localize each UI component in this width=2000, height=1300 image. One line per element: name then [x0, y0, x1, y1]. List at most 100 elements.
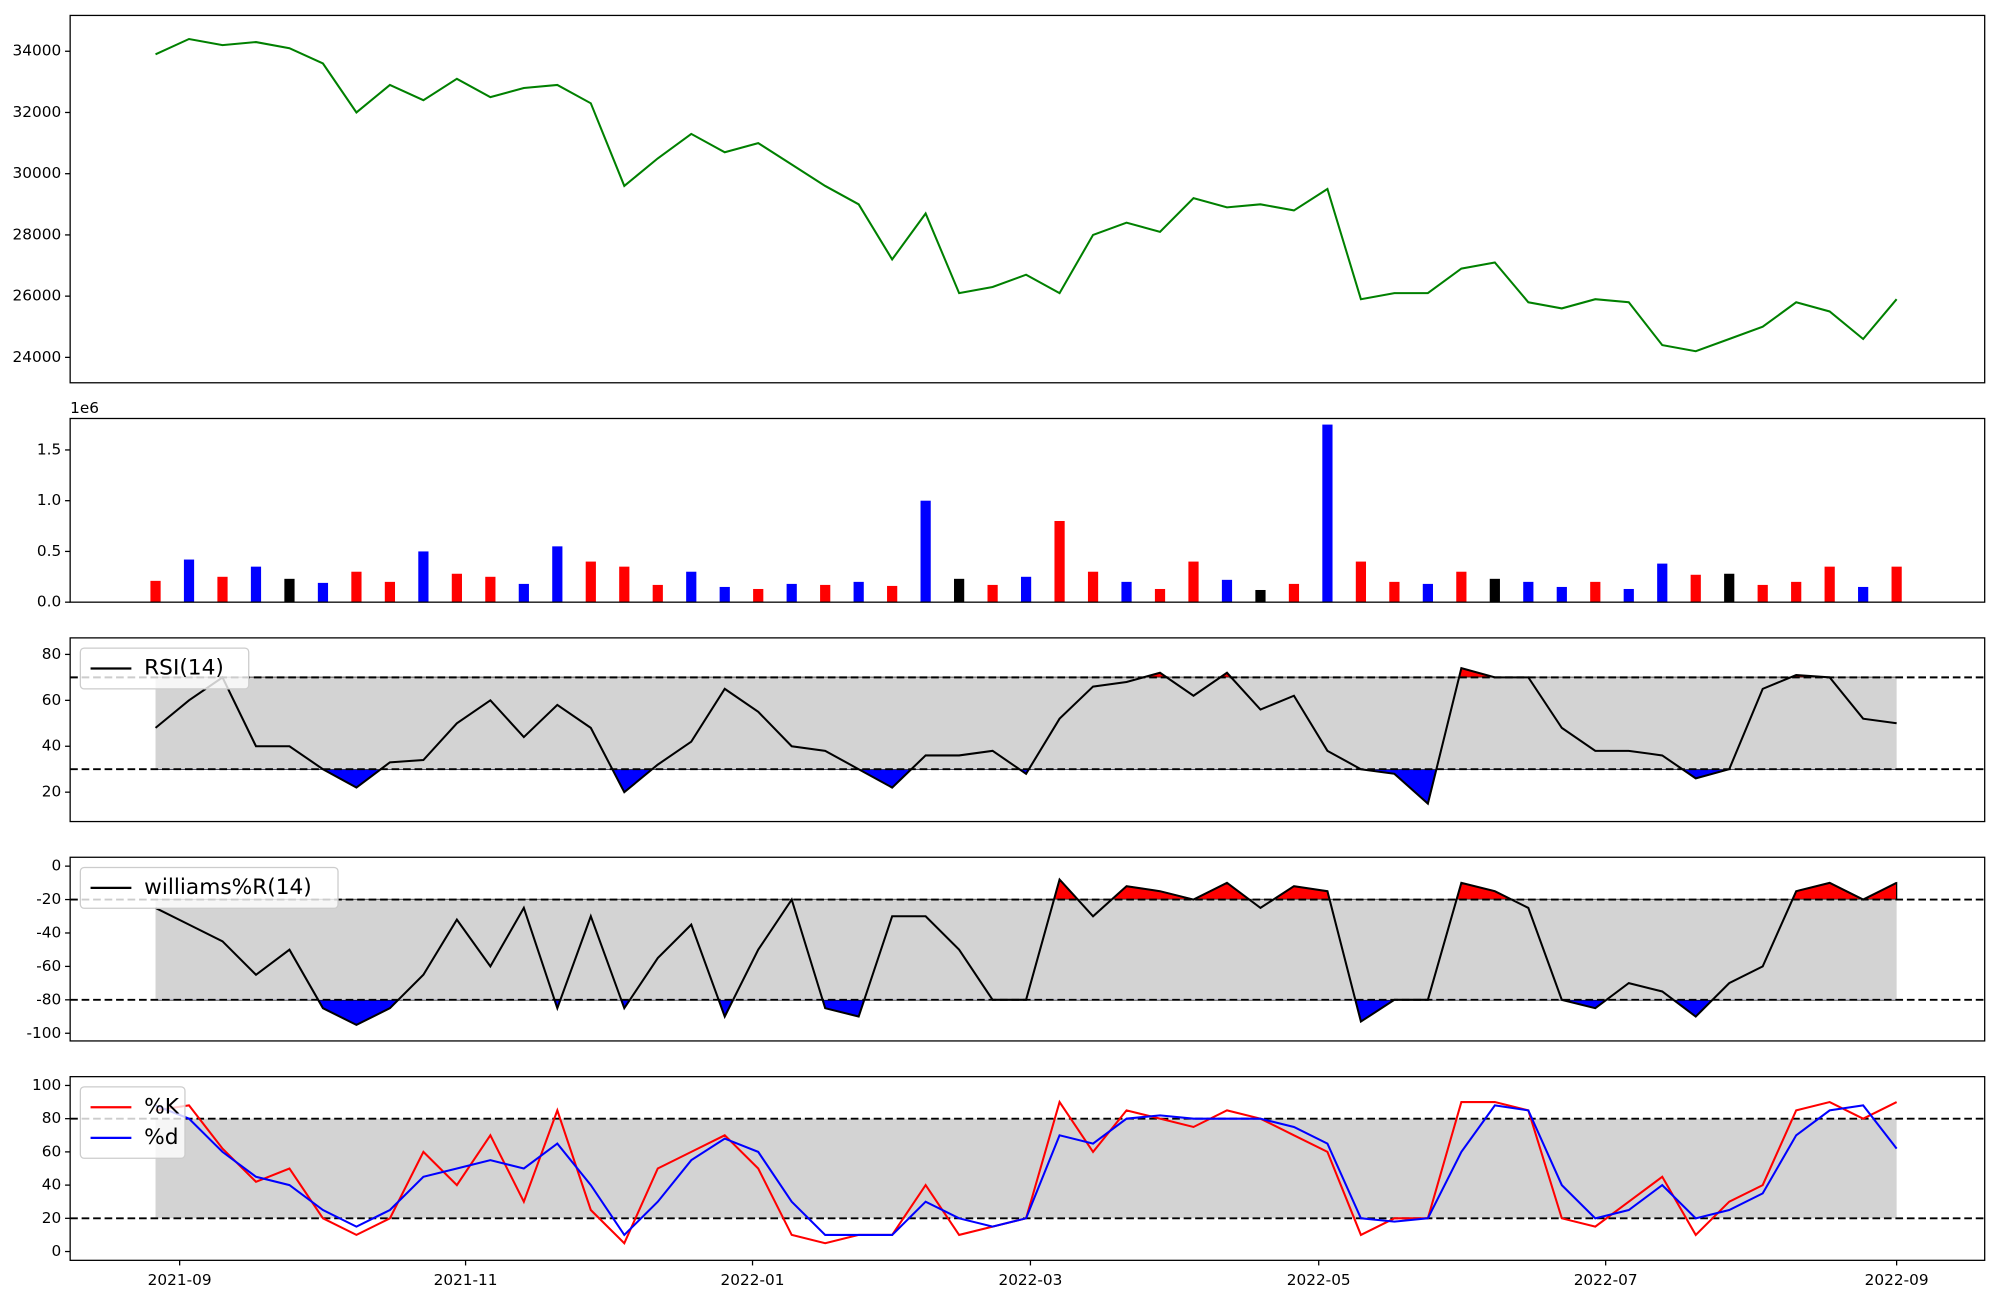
bar — [1355, 561, 1367, 603]
bar — [485, 576, 496, 603]
bar — [1858, 586, 1869, 603]
line — [155, 1104, 1898, 1237]
bar — [1288, 583, 1300, 603]
x-tick-label: 2022-09 — [1865, 1271, 1929, 1289]
bar — [384, 581, 396, 603]
legend-label: williams%R(14) — [144, 875, 312, 900]
bar — [652, 584, 663, 603]
y-tick-label: 0 — [51, 1242, 61, 1260]
y-tick-label: -60 — [36, 957, 61, 975]
line — [155, 877, 1898, 1027]
y-tick-label: 24000 — [13, 348, 62, 366]
bar — [987, 584, 998, 603]
bar — [1422, 583, 1433, 603]
line — [154, 666, 1897, 806]
bar — [1690, 574, 1701, 603]
bar — [1054, 520, 1065, 603]
y-tick-label: 1.0 — [37, 491, 61, 509]
y-tick-label: 0 — [51, 857, 61, 875]
offset-label: 1e6 — [70, 399, 99, 417]
panel: 0 20 40 60 80 100 2021-09 2021-11 2022-01 2022-03… — [32, 1076, 1986, 1289]
plot-frame — [69, 14, 1986, 384]
y-tick-label: 28000 — [13, 225, 62, 243]
bar — [1020, 576, 1032, 603]
bar — [451, 573, 462, 603]
band — [155, 677, 1897, 770]
bar — [1389, 581, 1400, 603]
band — [155, 899, 1897, 1000]
bar — [585, 561, 596, 603]
bar — [1221, 579, 1233, 603]
bar — [1556, 586, 1567, 603]
bar — [317, 582, 329, 603]
legend-label: %d — [144, 1125, 178, 1150]
x-tick-label: 2022-07 — [1574, 1271, 1638, 1289]
bar — [1322, 424, 1333, 603]
y-tick-label: -40 — [36, 923, 61, 941]
bar — [183, 559, 195, 603]
plot-frame — [69, 856, 1986, 1042]
bar — [1121, 581, 1132, 603]
y-tick-label: 0.0 — [37, 593, 61, 611]
bar — [1087, 571, 1099, 603]
y-tick-label: 60 — [42, 1142, 61, 1160]
bar — [351, 571, 362, 603]
bar — [284, 578, 295, 603]
panel: 20 40 60 80 RSI(14) — [42, 637, 1986, 823]
y-tick-label: 60 — [42, 691, 61, 709]
y-tick-label: 30000 — [13, 164, 62, 182]
y-tick-label: -80 — [36, 990, 61, 1008]
line — [155, 37, 1898, 353]
bar — [1791, 581, 1802, 603]
bar — [418, 551, 429, 603]
bar — [250, 566, 262, 603]
y-tick-label: 80 — [42, 645, 61, 663]
legend-box — [79, 647, 250, 690]
x-tick-label: 2022-03 — [998, 1271, 1062, 1289]
y-tick-label: 0.5 — [37, 542, 61, 560]
y-tick-label: 32000 — [13, 103, 62, 121]
x-tick-label: 2022-01 — [721, 1271, 785, 1289]
y-tick-label: 20 — [42, 783, 61, 801]
y-tick-label: -20 — [36, 890, 61, 908]
bar — [820, 584, 831, 603]
bar — [719, 586, 730, 603]
bar — [1590, 581, 1601, 603]
bar — [1657, 563, 1668, 603]
legend-label: %K — [144, 1094, 180, 1119]
plot-frame — [69, 417, 1986, 603]
bar — [552, 546, 563, 603]
y-tick-label: 20 — [42, 1209, 61, 1227]
bar — [1489, 578, 1500, 603]
plot-frame — [69, 1076, 1986, 1261]
bar — [786, 583, 797, 603]
bar — [853, 581, 864, 603]
panel: 0 -20 -40 -60 -80 -100 williams%R(14) — [27, 856, 1986, 1042]
y-tick-label: 40 — [42, 1176, 61, 1194]
panel: 24000 26000 28000 30000 32000 34000 — [13, 14, 1986, 384]
bar — [1623, 588, 1634, 603]
y-tick-label: 1.5 — [37, 440, 61, 458]
bar — [1724, 573, 1735, 603]
bar — [1456, 571, 1467, 603]
bar — [1824, 566, 1835, 603]
bar — [920, 500, 931, 603]
bar — [1523, 581, 1534, 603]
bar — [518, 583, 529, 603]
y-tick-label: 34000 — [13, 42, 62, 60]
bar — [686, 571, 697, 603]
y-tick-label: -100 — [27, 1024, 62, 1042]
legend-box — [79, 1086, 186, 1159]
y-tick-label: 80 — [42, 1109, 61, 1127]
bar — [1188, 561, 1199, 603]
bar — [954, 578, 965, 603]
bar — [1255, 589, 1266, 603]
panel: 0.0 0.5 1.0 1.5 1e6 — [37, 399, 1986, 611]
bar — [887, 585, 898, 603]
legend-label: RSI(14) — [144, 655, 224, 680]
bar — [1154, 588, 1166, 603]
bar — [150, 580, 161, 603]
bar — [1757, 584, 1768, 603]
bar — [753, 588, 764, 603]
